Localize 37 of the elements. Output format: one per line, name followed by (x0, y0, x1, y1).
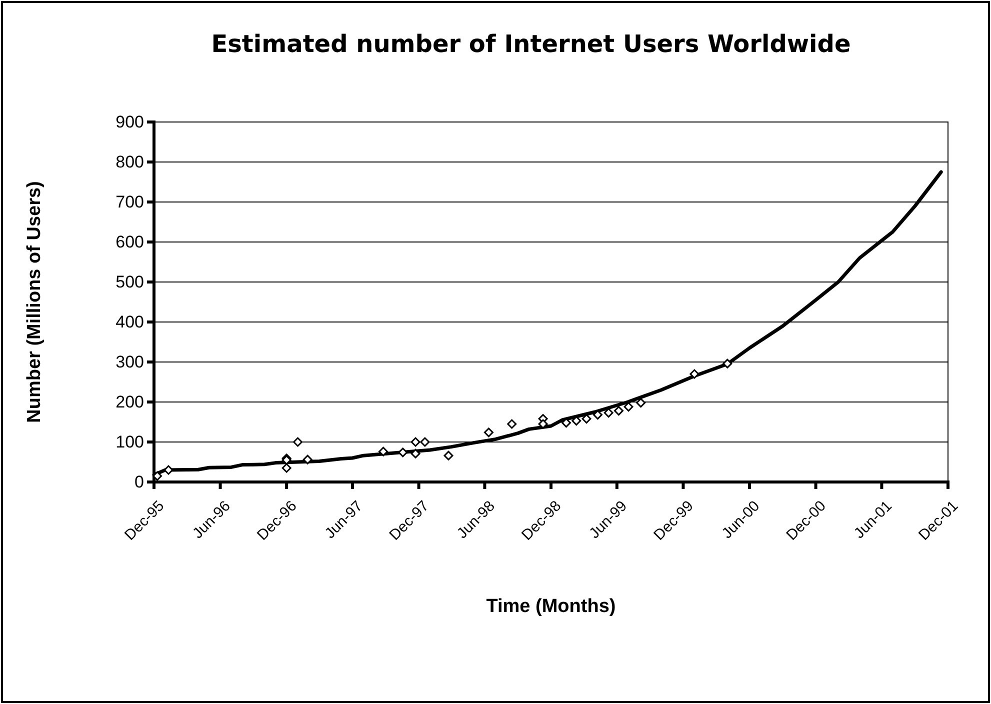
point (293, 437, 303, 447)
x-axis-title: Time (Months) (486, 596, 616, 617)
point (614, 406, 624, 416)
y-tick-label: 100 (116, 432, 144, 452)
y-tick-label: 900 (116, 112, 144, 132)
point (420, 437, 430, 447)
point (484, 428, 494, 438)
point (722, 358, 732, 368)
y-tick-label: 300 (116, 352, 144, 372)
point (538, 419, 548, 429)
point (164, 465, 174, 475)
point (572, 416, 582, 426)
point (561, 418, 571, 428)
y-tick-label: 0 (134, 472, 144, 492)
point (624, 402, 634, 412)
point (636, 398, 646, 408)
y-tick-label: 200 (116, 392, 144, 412)
point (604, 408, 614, 418)
point (282, 463, 292, 473)
point (690, 369, 700, 379)
point (302, 454, 312, 464)
y-tick-label: 500 (116, 272, 144, 292)
point (582, 414, 592, 424)
point (507, 419, 517, 429)
y-tick-label: 400 (116, 312, 144, 332)
y-tick-label: 800 (116, 152, 144, 172)
point (410, 437, 420, 447)
point (398, 448, 408, 458)
chart-title: Estimated number of Internet Users Worldwide (211, 30, 851, 58)
point (410, 448, 420, 458)
y-tick-label: 700 (116, 192, 144, 212)
y-tick-label: 600 (116, 232, 144, 252)
point (444, 450, 454, 460)
point (378, 446, 388, 456)
point (592, 410, 602, 420)
point (152, 471, 162, 481)
y-axis-title: Number (Millions of Users) (24, 181, 45, 423)
